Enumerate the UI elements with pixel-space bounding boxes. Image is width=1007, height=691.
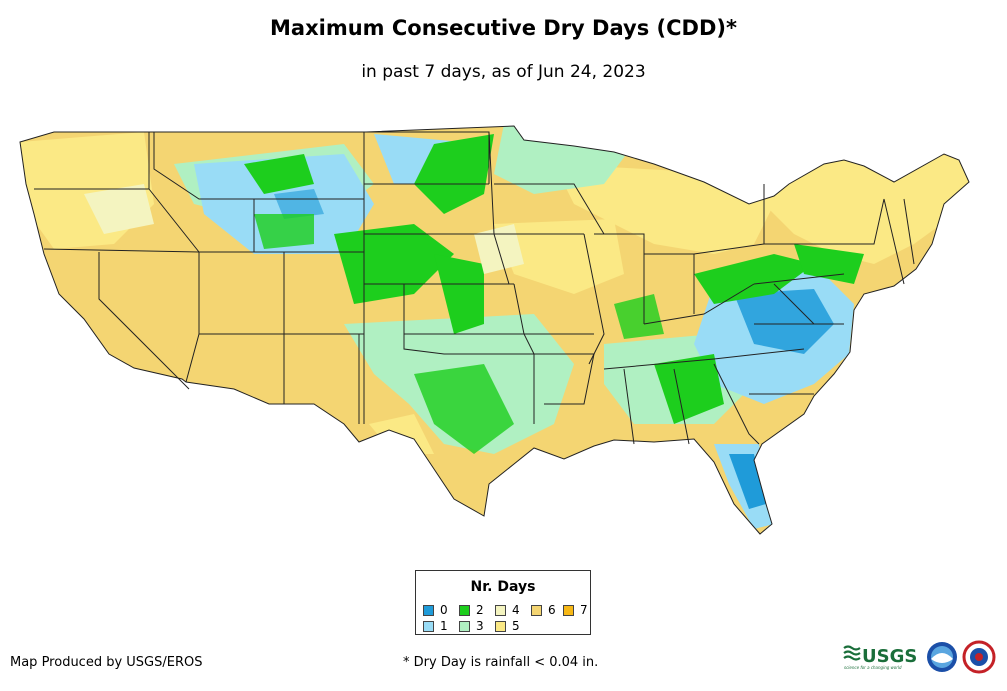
legend-item-5: 5 — [495, 619, 520, 633]
legend-grid: 0 2 4 6 7 1 3 5 — [423, 603, 593, 635]
legend-swatch — [423, 604, 434, 616]
cdd-map — [19, 125, 970, 535]
legend-item-6: 6 — [531, 603, 556, 617]
legend-label: 7 — [580, 603, 588, 617]
legend-title: Nr. Days — [470, 579, 536, 595]
legend-item-0: 0 — [423, 603, 448, 617]
legend-swatch — [423, 620, 434, 632]
legend-item-3: 3 — [459, 619, 484, 633]
usgs-logo: USGS science for a changing world — [843, 645, 917, 670]
legend-label: 1 — [440, 619, 448, 633]
svg-text:science for a changing world: science for a changing world — [844, 665, 902, 670]
nws-logo — [962, 640, 996, 674]
legend-item-4: 4 — [495, 603, 520, 617]
legend-label: 6 — [548, 603, 556, 617]
map-credit: Map Produced by USGS/EROS — [10, 655, 203, 670]
legend-swatch — [459, 604, 470, 616]
legend-swatch — [531, 604, 542, 616]
legend: Nr. Days 0 2 4 6 7 1 3 — [415, 570, 591, 635]
legend-label: 3 — [476, 619, 484, 633]
map-title: Maximum Consecutive Dry Days (CDD)* — [270, 16, 737, 40]
map-subtitle: in past 7 days, as of Jun 24, 2023 — [361, 62, 646, 82]
legend-swatch — [495, 604, 506, 616]
noaa-logo — [927, 642, 957, 672]
legend-item-1: 1 — [423, 619, 448, 633]
legend-label: 0 — [440, 603, 448, 617]
legend-label: 2 — [476, 603, 484, 617]
legend-swatch — [495, 620, 506, 632]
legend-swatch — [563, 604, 574, 616]
legend-item-2: 2 — [459, 603, 484, 617]
dry-day-note: * Dry Day is rainfall < 0.04 in. — [403, 655, 599, 670]
legend-label: 4 — [512, 603, 520, 617]
legend-item-7: 7 — [563, 603, 588, 617]
legend-swatch — [459, 620, 470, 632]
agency-logos: USGS science for a changing world — [843, 640, 996, 674]
svg-text:USGS: USGS — [862, 646, 917, 667]
legend-label: 5 — [512, 619, 520, 633]
